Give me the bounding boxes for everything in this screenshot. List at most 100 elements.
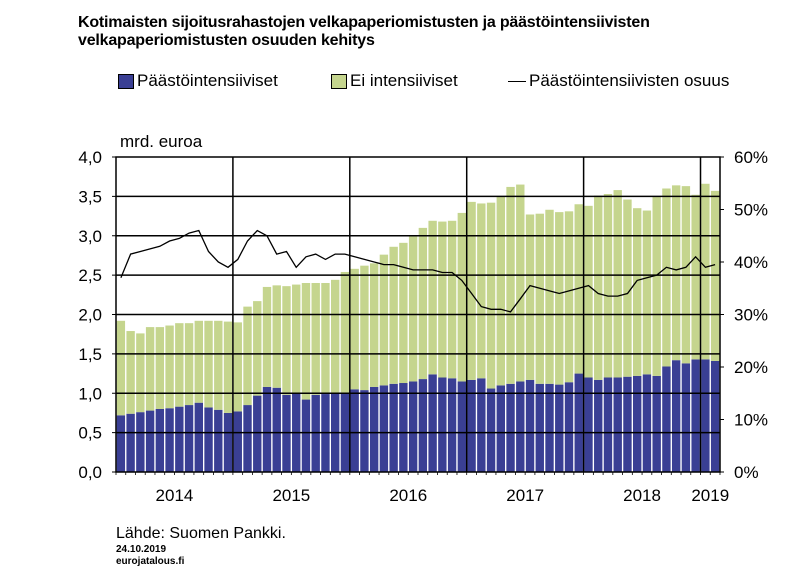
bar-non-intensive: [223, 321, 233, 413]
bar-intensive: [311, 394, 320, 472]
bar-non-intensive: [564, 211, 574, 383]
bar-non-intensive: [233, 322, 242, 412]
bar-non-intensive: [652, 196, 661, 376]
bar-intensive: [516, 381, 525, 472]
y2-tick-label: 50%: [734, 201, 768, 220]
bar-intensive: [486, 388, 496, 472]
bar-non-intensive: [477, 203, 486, 379]
bar-intensive: [564, 382, 574, 472]
bar-non-intensive: [584, 205, 593, 378]
bar-non-intensive: [214, 320, 223, 410]
bar-non-intensive: [145, 327, 155, 411]
bar-non-intensive: [379, 254, 389, 386]
bar-intensive: [418, 379, 428, 472]
y-tick-label: 1,0: [78, 384, 102, 403]
bar-non-intensive: [525, 214, 535, 380]
bar-non-intensive: [438, 221, 447, 378]
bar-intensive: [175, 406, 184, 472]
bar-intensive: [438, 377, 447, 472]
bar-non-intensive: [594, 195, 603, 380]
bar-non-intensive: [194, 320, 203, 403]
bar-non-intensive: [486, 202, 496, 389]
bar-non-intensive: [408, 236, 418, 382]
bar-intensive: [710, 360, 720, 472]
bar-intensive: [165, 408, 174, 472]
bar-non-intensive: [701, 183, 710, 360]
bar-non-intensive: [350, 268, 359, 390]
x-tick-label: 2018: [623, 486, 661, 505]
legend-item-share: Päästöintensiivisten osuus: [508, 71, 729, 91]
bar-intensive: [545, 383, 554, 472]
bar-intensive: [272, 387, 281, 472]
bar-non-intensive: [204, 320, 213, 408]
bar-non-intensive: [175, 323, 184, 407]
bar-non-intensive: [691, 194, 700, 360]
y-tick-label: 0,5: [78, 424, 102, 443]
bar-non-intensive: [253, 301, 262, 396]
bar-intensive: [642, 374, 652, 472]
bar-non-intensive: [184, 323, 194, 406]
bar-intensive: [584, 377, 593, 472]
chart-title: Kotimaisten sijoitusrahastojen velkapape…: [78, 14, 650, 49]
bar-non-intensive: [662, 188, 671, 367]
y-tick-label: 2,0: [78, 306, 102, 325]
bar-intensive: [243, 405, 252, 472]
y-axis-unit-label: mrd. euroa: [120, 132, 203, 151]
bar-non-intensive: [282, 286, 291, 395]
bar-intensive: [136, 412, 145, 472]
bar-intensive: [194, 402, 203, 472]
source-note: Lähde: Suomen Pankki.: [116, 525, 286, 542]
legend-line-share: [508, 80, 526, 82]
legend-item-non-intensive: Ei intensiiviset: [331, 71, 458, 91]
site-name: eurojatalous.fi: [116, 556, 185, 567]
bar-non-intensive: [272, 285, 281, 388]
x-tick-label: 2014: [156, 486, 194, 505]
bar-non-intensive: [136, 333, 145, 413]
x-tick-label: 2019: [691, 486, 729, 505]
bar-non-intensive: [603, 194, 613, 378]
bar-intensive: [613, 377, 622, 472]
bar-non-intensive: [633, 208, 642, 376]
bar-non-intensive: [369, 263, 379, 387]
bar-intensive: [535, 383, 544, 472]
bar-non-intensive: [301, 283, 311, 400]
bar-intensive: [126, 413, 135, 472]
bar-non-intensive: [457, 212, 467, 382]
bar-intensive: [116, 415, 126, 472]
bar-intensive: [155, 409, 165, 472]
bar-intensive: [253, 395, 262, 472]
bar-intensive: [662, 366, 671, 472]
bar-intensive: [350, 389, 359, 472]
y-tick-label: 2,5: [78, 266, 102, 285]
bar-non-intensive: [292, 284, 301, 394]
bar-intensive: [204, 407, 213, 472]
y-tick-label: 1,5: [78, 345, 102, 364]
bar-non-intensive: [331, 279, 340, 394]
bar-intensive: [408, 381, 418, 472]
legend-label-non-intensive: Ei intensiiviset: [350, 71, 458, 90]
bar-intensive: [671, 360, 681, 472]
y2-tick-label: 0%: [734, 463, 759, 482]
bar-non-intensive: [506, 186, 515, 384]
bar-non-intensive: [116, 320, 126, 416]
y-tick-label: 0,0: [78, 463, 102, 482]
bar-intensive: [574, 373, 583, 472]
bar-intensive: [223, 412, 233, 472]
bar-intensive: [691, 359, 700, 472]
legend-item-intensive: Päästöintensiiviset: [118, 71, 278, 91]
bar-non-intensive: [642, 210, 652, 375]
bar-intensive: [496, 385, 505, 472]
bar-non-intensive: [399, 242, 408, 384]
x-tick-label: 2015: [272, 486, 310, 505]
bar-non-intensive: [155, 327, 165, 409]
bar-non-intensive: [165, 325, 174, 409]
bar-non-intensive: [340, 271, 350, 393]
y-tick-label: 3,0: [78, 227, 102, 246]
bar-intensive: [379, 385, 389, 472]
bar-intensive: [681, 363, 691, 472]
bar-intensive: [233, 411, 242, 472]
bar-intensive: [447, 378, 457, 472]
bar-intensive: [603, 377, 613, 472]
bar-non-intensive: [516, 184, 525, 382]
